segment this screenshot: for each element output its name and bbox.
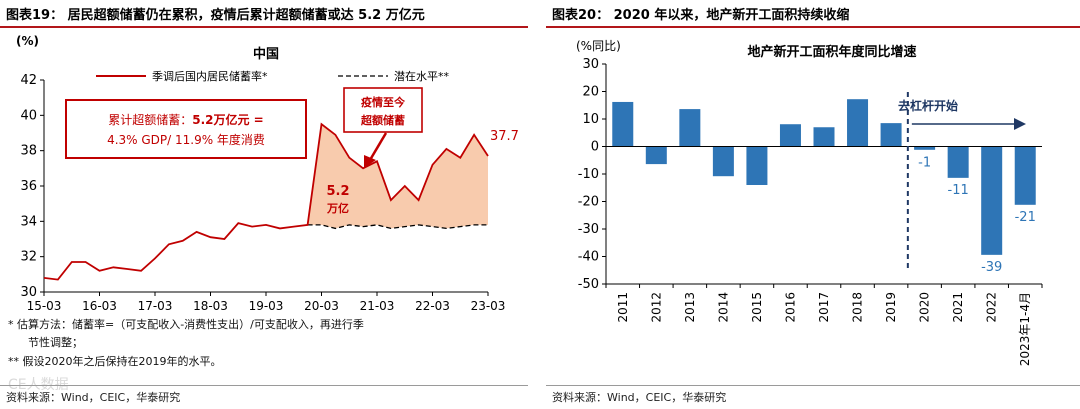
y-tick-label: 36 [20,179,37,194]
deleveraging-annotation: 去杠杆开始 [898,98,958,113]
bar-2012 [645,146,667,165]
y-tick-label: 30 [20,285,37,300]
y-tick-label: 20 [582,85,599,100]
annotation-line-1: 累计超额储蓄：5.2万亿元 = [108,112,264,127]
x-category-label: 2023年1-4月 [1018,292,1032,366]
note-line-2: 节性调整； [28,336,83,349]
y-tick-label: 38 [20,144,37,159]
x-tick-label: 17-03 [138,299,173,313]
savings-rate-line [43,122,489,281]
chart-title: 地产新开工面积年度同比增速 [747,44,916,60]
right-figure-title: 图表20： 2020 年以来，地产新开工面积持续收缩 [552,8,850,23]
y-tick-label: 42 [20,73,37,88]
x-category-label: 2015 [750,292,764,323]
x-category-label: 2021 [951,292,965,323]
bar-2011 [612,101,634,147]
left-source: 资料来源：Wind，CEIC，华泰研究 [6,391,181,404]
right-figure-panel: 图表20： 2020 年以来，地产新开工面积持续收缩 地产新开工面积年度同比增速… [546,0,1080,409]
x-category-label: 2013 [683,292,697,323]
x-tick-label: 18-03 [193,299,228,313]
legend-label-savings-rate: 季调后国内居民储蓄率* [152,69,268,83]
right-source-rule [546,385,1080,386]
x-tick-label: 15-03 [27,299,62,313]
y-tick-label: 10 [582,112,599,127]
y-tick-label: 0 [591,140,599,155]
y-tick-label: 34 [20,214,37,229]
x-category-label: 2020 [918,292,932,323]
bar-2020 [914,146,936,150]
bar-2013 [679,109,701,147]
data-label-2022: -39 [981,260,1002,275]
chart-title: 中国 [253,46,279,62]
callout-line-1: 疫情至今 [361,95,406,109]
y-tick-label: 32 [20,250,37,265]
y-tick-label: -10 [578,167,599,182]
data-label-2021: -11 [948,183,969,198]
y-tick-label: -30 [578,222,599,237]
x-category-label: 2014 [716,292,730,323]
bar-2021 [947,146,969,178]
annotation-line-2: 4.3% GDP/ 11.9% 年度消费 [107,132,265,147]
x-category-label: 2016 [783,292,797,323]
callout-arrow-shaft [368,132,388,161]
excess-savings-area [307,124,488,229]
legend-label-potential: 潜在水平** [394,69,449,83]
annotation-line-1-prefix: 累计超额储蓄： [108,112,192,127]
x-tick-label: 21-03 [360,299,395,313]
right-figure-header: 图表20： 2020 年以来，地产新开工面积持续收缩 [546,4,1080,26]
area-label-value: 5.2 [326,184,349,199]
area-label-unit: 万亿 [326,201,349,215]
x-category-label: 2018 [851,292,865,323]
bar-2022 [981,146,1003,255]
x-tick-label: 23-03 [471,299,506,313]
left-figure-panel: 图表19： 居民超额储蓄仍在累积，疫情后累计超额储蓄或达 5.2 万亿元 30 3… [0,0,528,409]
callout-line-2: 超额储蓄 [360,113,405,127]
last-value-label: 37.7 [490,129,519,144]
x-tick-label: 19-03 [249,299,284,313]
left-figure-header: 图表19： 居民超额储蓄仍在累积，疫情后累计超额储蓄或达 5.2 万亿元 [0,4,528,26]
note-line-3: ** 假设2020年之后保持在2019年的水平。 [8,355,222,368]
annotation-line-1-value: 5.2万亿元 = [192,112,264,127]
left-title-rule [0,26,528,28]
y-tick-label: 40 [20,108,37,123]
x-tick-label: 16-03 [82,299,117,313]
bar-2018 [847,99,869,147]
x-category-label: 2012 [649,292,663,323]
bar-2016 [779,124,801,147]
deleveraging-arrow-head [1014,118,1026,130]
bar-2023年1-4月 [1014,146,1036,205]
y-tick-label: -50 [578,277,599,292]
annotation-box [65,99,307,159]
x-tick-label: 20-03 [304,299,339,313]
right-source: 资料来源：Wind，CEIC，华泰研究 [552,391,727,404]
x-tick-label: 22-03 [415,299,450,313]
potential-level-line [307,224,488,230]
bar-2014 [712,146,734,177]
new-starts-chart: 地产新开工面积年度同比增速 (%同比) -50 -40 -30 -20 -10 0 10 20 30… [576,39,1043,366]
y-tick-label: 30 [582,57,599,72]
right-title-rule [546,26,1080,28]
x-category-label: 2017 [817,292,831,323]
bar-2019 [880,123,902,147]
y-tick-label: -40 [578,250,599,265]
left-figure-title: 图表19： 居民超额储蓄仍在累积，疫情后累计超额储蓄或达 5.2 万亿元 [6,8,425,23]
y-tick-label: -20 [578,195,599,210]
note-line-1: * 估算方法：储蓄率=（可支配收入-消费性支出）/可支配收入，再进行季 [8,318,364,331]
data-label-2023年1-4月: -21 [1015,210,1036,225]
y-axis-unit: (%同比) [576,39,621,53]
data-label-2020: -1 [918,156,931,171]
bar-2015 [746,146,768,185]
left-source-rule [0,385,528,386]
savings-rate-chart: 30 32 34 36 38 40 42 (%) 15-03 16-03 17-03 18-03 19-… [16,34,519,313]
callout-box [343,87,423,133]
x-category-label: 2019 [884,292,898,323]
bar-2017 [813,127,835,147]
x-category-label: 2011 [616,292,630,323]
y-axis-unit: (%) [16,34,39,48]
callout-arrow-head [364,155,376,168]
x-category-label: 2022 [985,292,999,323]
